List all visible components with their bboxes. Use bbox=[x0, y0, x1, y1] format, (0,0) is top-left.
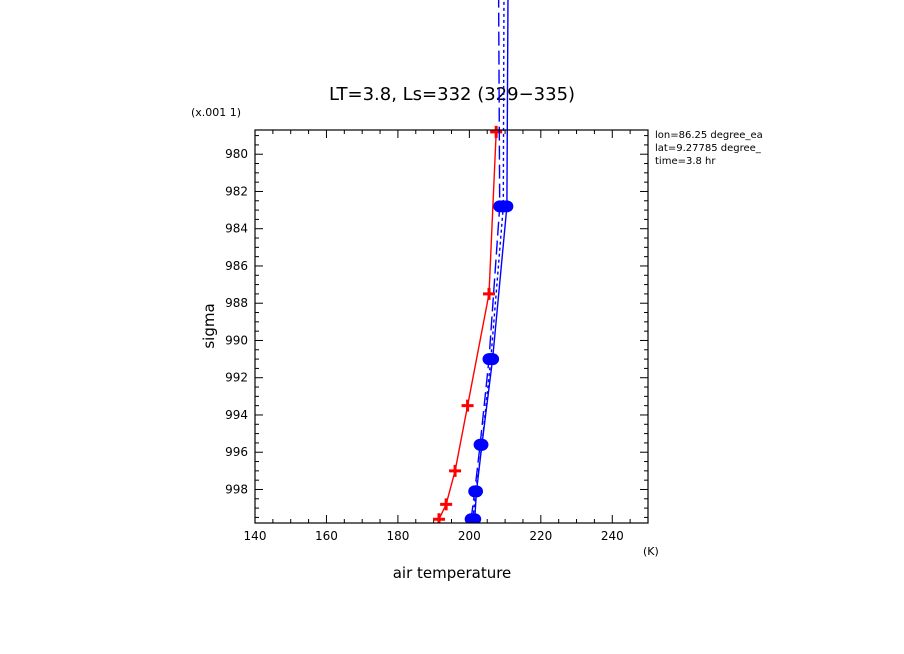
chart-title: LT=3.8, Ls=332 (329−335) bbox=[329, 84, 575, 105]
x-tick-label: 140 bbox=[244, 529, 267, 543]
annotation-lat: lat=9.27785 degree_ bbox=[655, 143, 762, 154]
series-3-point bbox=[469, 485, 483, 498]
y-axis-label: sigma bbox=[200, 303, 218, 348]
annotation-lon: lon=86.25 degree_ea bbox=[655, 130, 763, 141]
y-tick-label: 984 bbox=[225, 222, 248, 236]
series-group bbox=[432, 0, 514, 523]
annotation-time: time=3.8 hr bbox=[655, 156, 716, 167]
series-3-point bbox=[484, 353, 498, 366]
y-tick-label: 988 bbox=[225, 296, 248, 310]
x-tick-label: 200 bbox=[458, 529, 481, 543]
series-3-point bbox=[466, 513, 480, 523]
y-tick-label: 994 bbox=[225, 408, 248, 422]
x-tick-label: 240 bbox=[601, 529, 624, 543]
series-3-point bbox=[496, 200, 510, 213]
series-3-point bbox=[475, 438, 489, 451]
y-tick-label: 998 bbox=[225, 482, 248, 496]
series-0-point bbox=[490, 125, 503, 138]
series-0-point bbox=[483, 287, 496, 300]
y-ticks: 980 982 984 986 988 990 992 994 996 998 bbox=[225, 135, 648, 518]
y-tick-label: 986 bbox=[225, 259, 248, 273]
series-3-line bbox=[472, 0, 505, 520]
series-0-point bbox=[440, 498, 453, 511]
y-tick-label: 992 bbox=[225, 371, 248, 385]
x-tick-label: 180 bbox=[386, 529, 409, 543]
x-tick-label: 220 bbox=[529, 529, 552, 543]
series-0-point bbox=[432, 513, 445, 523]
series-0-point bbox=[461, 399, 474, 412]
y-tick-label: 990 bbox=[225, 333, 248, 347]
y-tick-label: 996 bbox=[225, 445, 248, 459]
plot-frame bbox=[254, 129, 649, 524]
y-tick-label: 980 bbox=[225, 147, 248, 161]
x-unit-label: (K) bbox=[643, 545, 659, 558]
y-unit-label: (x.001 1) bbox=[191, 106, 241, 119]
x-tick-label: 160 bbox=[315, 529, 338, 543]
x-axis-label: air temperature bbox=[393, 564, 512, 582]
y-tick-label: 982 bbox=[225, 184, 248, 198]
x-ticks: 140 160 180 200 220 240 bbox=[244, 130, 649, 543]
series-0-point bbox=[449, 464, 462, 477]
